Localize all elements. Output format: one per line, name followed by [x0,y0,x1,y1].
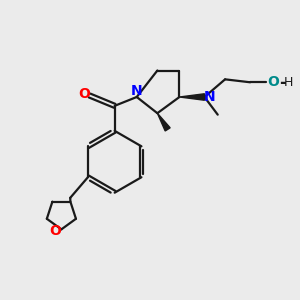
Polygon shape [179,94,205,100]
Polygon shape [158,113,170,131]
Text: H: H [284,76,293,89]
Text: O: O [78,87,90,101]
Text: -: - [279,74,286,92]
Text: O: O [49,224,61,238]
Text: N: N [131,83,142,98]
Text: N: N [204,90,216,104]
Text: O: O [268,75,279,89]
